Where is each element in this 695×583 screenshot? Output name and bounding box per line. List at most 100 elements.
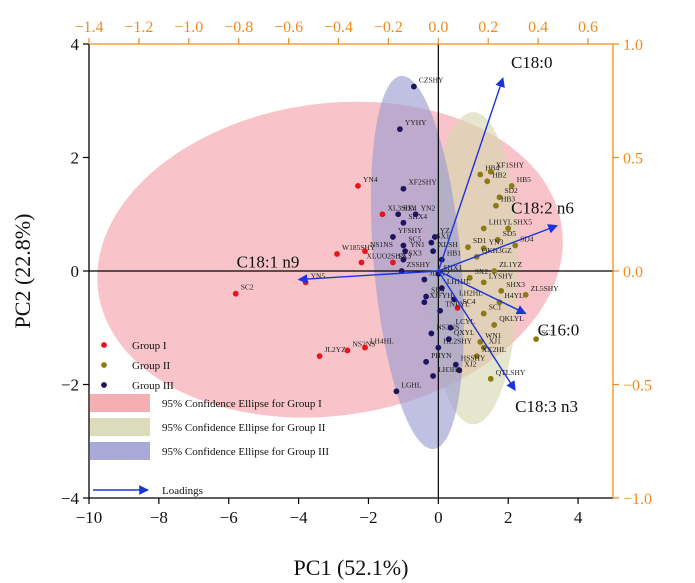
data-point (400, 219, 407, 226)
data-point (423, 358, 430, 365)
data-point (430, 248, 436, 255)
legend-label: Group I (132, 340, 167, 352)
data-point (397, 126, 403, 133)
point-label: CZSHY (419, 76, 444, 85)
legend-label: Group II (132, 360, 171, 372)
point-label: XJ2 (464, 359, 476, 368)
data-point (390, 259, 396, 266)
legend-label: 95% Confidence Ellipse for Group I (162, 398, 322, 410)
data-point (477, 339, 484, 345)
point-label: SD4 (520, 234, 534, 243)
point-label: XLSH (438, 240, 458, 249)
point-label: SD1 (473, 236, 487, 245)
point-label: SD2 (504, 186, 518, 195)
data-point (362, 344, 368, 351)
data-point (400, 256, 407, 263)
data-point (494, 236, 501, 243)
right-tick-label: −0.5 (623, 378, 652, 395)
loading-arrow (437, 77, 505, 272)
legend-marker (101, 362, 107, 368)
right-tick-label: 0.0 (623, 264, 643, 281)
legend-label: Loadings (162, 485, 203, 497)
point-label: WN1 (485, 331, 501, 340)
data-point (447, 324, 454, 331)
point-label: H4YL (504, 291, 524, 300)
point-label: SD5 (503, 229, 517, 238)
loading-vectors: C18:0 C18:2 n6 C18:1 n9 C16:0 C18:3 n3 (237, 53, 580, 416)
point-label: HB1 (447, 249, 461, 258)
point-label: QTLSHY (496, 368, 526, 377)
data-point (412, 211, 419, 218)
data-point (438, 285, 445, 291)
data-point (437, 307, 443, 314)
legend-marker (101, 342, 107, 348)
right-tick-label: 1.0 (623, 37, 643, 54)
loading-arrow (438, 224, 559, 272)
loading-label: C18:2 n6 (511, 199, 574, 218)
data-point (533, 336, 540, 342)
data-point (358, 259, 365, 266)
data-point (480, 279, 487, 286)
point-label: HB3 (501, 195, 515, 204)
data-point (480, 344, 487, 351)
point-label: ZL1YZ (499, 260, 522, 269)
y-tick-label: 4 (71, 35, 80, 54)
point-label: HB4 (485, 164, 499, 173)
data-point (491, 268, 498, 274)
point-label: SHX4 (408, 212, 427, 221)
data-point (466, 274, 473, 281)
point-label: XJ1 (489, 337, 501, 346)
x-tick-label: −10 (76, 508, 103, 527)
data-point (484, 178, 491, 185)
loading-arrow (438, 270, 527, 315)
loading-label: C16:0 (538, 321, 580, 340)
data-point (454, 304, 461, 311)
point-label: XF1SHY (496, 161, 525, 170)
data-point (428, 239, 435, 246)
point-label: HB2 (492, 170, 506, 179)
point-label: NS2NS (353, 339, 376, 348)
point-label: NS1NS (370, 240, 393, 249)
data-point (496, 194, 503, 201)
point-label: SHX3 (506, 280, 525, 289)
point-label: LGHL (401, 380, 421, 389)
legend-swatch (90, 442, 150, 460)
data-point (390, 234, 396, 240)
point-label: YN3 (489, 237, 504, 246)
data-point (334, 251, 340, 257)
data-point (355, 182, 361, 189)
point-label: LCYL (456, 317, 476, 326)
point-label: YYHY (405, 118, 427, 127)
data-point (522, 291, 529, 298)
data-point (491, 322, 498, 328)
y-tick-label: 2 (71, 149, 80, 168)
right-tick-label: 0.5 (623, 151, 643, 168)
data-point (477, 171, 484, 178)
x-tick-label: −6 (220, 508, 238, 527)
y-axis-title: PC2 (22.8%) (10, 214, 35, 329)
point-label: HSSHY (461, 354, 486, 363)
x-tick-label: 2 (504, 508, 513, 527)
legend-marker (101, 382, 107, 388)
point-label: JL2YZ (325, 345, 347, 354)
point-label: XLUO2SHY (366, 251, 406, 260)
point-label: W185SHY (342, 243, 376, 252)
point-label: QKLYL (499, 314, 524, 323)
data-point (302, 279, 309, 286)
loading-arrow (437, 270, 516, 391)
top-tick-label: −1.0 (174, 19, 203, 36)
data-point (487, 375, 494, 382)
point-label: LH4HL (370, 337, 394, 346)
top-tick-label: −0.8 (224, 19, 253, 36)
data-point (379, 211, 386, 218)
loading-label: C18:3 n3 (515, 397, 578, 416)
point-label: TNEYL (445, 300, 470, 309)
point-label: PHYN (431, 351, 452, 360)
point-label: HL2SHY (443, 337, 472, 346)
data-point (400, 242, 407, 249)
point-label: HB5 (517, 175, 531, 184)
point-label: SD3 (431, 286, 445, 295)
point-label: SHX5 (513, 217, 532, 226)
